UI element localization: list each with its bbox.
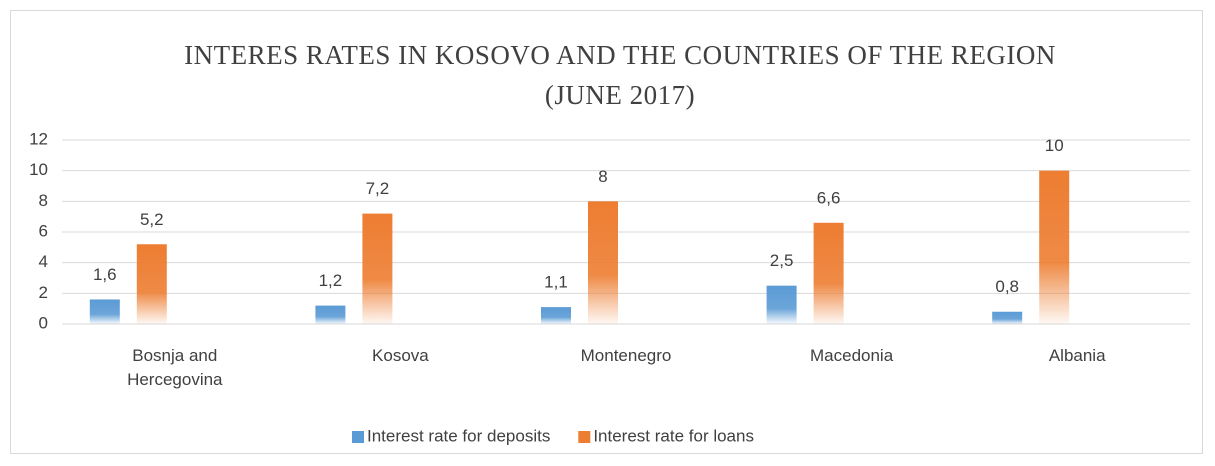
x-tick-label: Bosnja and Hercegovina (127, 346, 223, 389)
y-tick-label: 4 (39, 252, 48, 271)
y-tick-label: 6 (39, 221, 48, 240)
data-label: 10 (1045, 136, 1064, 155)
data-label: 0,8 (995, 277, 1019, 296)
bar (362, 213, 393, 324)
data-label: 1,2 (319, 271, 343, 290)
bar (315, 305, 346, 324)
bar (136, 244, 167, 324)
bar (1039, 170, 1070, 324)
bar (766, 285, 797, 324)
y-tick-label: 12 (29, 129, 48, 148)
chart-frame (10, 10, 1203, 454)
bar (588, 201, 618, 324)
legend-swatch (578, 431, 591, 443)
bar (541, 307, 571, 324)
data-label: 2,5 (770, 251, 794, 270)
x-tick-label: Macedonia (810, 346, 894, 365)
bar (89, 299, 120, 324)
legend-label: Interest rate for loans (593, 426, 754, 445)
chart-title: INTERES RATES IN KOSOVO AND THE COUNTRIE… (184, 40, 1056, 110)
legend-label: Interest rate for deposits (367, 426, 550, 445)
bar (813, 222, 844, 324)
y-tick-label: 0 (39, 313, 48, 332)
y-tick-label: 2 (39, 283, 48, 302)
data-label: 1,6 (93, 265, 117, 284)
y-tick-label: 8 (39, 191, 48, 210)
x-tick-label: Albania (1048, 346, 1106, 365)
x-tick-label: Kosova (372, 346, 429, 365)
y-tick-label: 10 (29, 160, 48, 179)
data-label: 8 (598, 167, 607, 186)
legend-swatch (352, 431, 364, 443)
bar (992, 311, 1023, 324)
data-label: 7,2 (366, 179, 390, 198)
data-label: 6,6 (817, 188, 841, 207)
data-label: 1,1 (544, 273, 568, 292)
data-label: 5,2 (140, 210, 164, 229)
x-tick-label: Montenegro (580, 346, 672, 365)
